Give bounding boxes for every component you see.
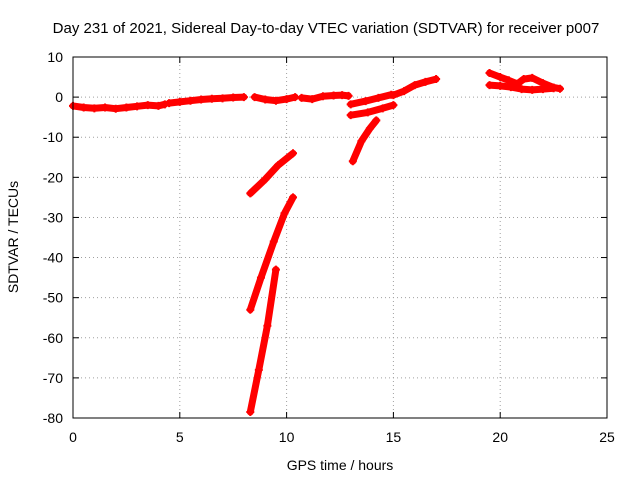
plot-background [73,57,607,418]
y-tick-label: -40 [43,250,63,266]
data-point [289,149,298,158]
data-point [111,104,120,113]
data-point [504,76,513,85]
data-point [246,407,255,416]
data-point [432,75,441,84]
data-point [197,95,206,104]
data-point [365,124,374,133]
y-tick-label: -20 [43,169,63,185]
data-point [496,73,505,82]
data-point [143,101,152,110]
data-point [122,103,131,112]
data-point [389,91,398,100]
data-point [256,273,265,282]
y-axis-label: SDTVAR / TECUs [5,181,21,293]
data-point [165,99,174,108]
x-tick-label: 5 [176,429,184,445]
x-tick-label: 0 [69,429,77,445]
data-point [308,95,317,104]
data-point [318,92,327,101]
data-point [79,103,88,112]
x-tick-label: 10 [279,429,295,445]
data-point [346,111,355,120]
data-point [269,237,278,246]
data-point [389,101,398,110]
data-point [378,104,387,113]
data-segment [246,149,297,197]
data-point [421,77,430,86]
data-segment [69,100,169,113]
data-point [261,95,270,104]
data-point [261,175,270,184]
data-point [186,96,195,105]
y-tick-label: 0 [55,89,63,105]
data-point [506,83,515,92]
data-point [519,75,528,84]
data-point [218,94,227,103]
data-point [246,305,255,314]
data-segment [347,91,395,108]
data-point [271,96,280,105]
data-point [538,85,547,94]
data-point [329,91,338,100]
chart-title: Day 231 of 2021, Sidereal Day-to-day VTE… [53,20,600,37]
y-tick-labels: 10 0 -10 -20 -30 -40 -50 -60 -70 -80 [43,49,63,426]
plot-frame [72,56,608,419]
axis-ticks [72,56,608,419]
y-tick-label: -50 [43,290,63,306]
data-segment [347,101,397,119]
x-tick-label: 15 [386,429,402,445]
data-point [346,100,355,109]
x-tick-label: 20 [492,429,508,445]
data-point [133,102,142,111]
data-point [250,93,259,102]
data-point [271,265,280,274]
x-axis-label: GPS time / hours [287,457,394,473]
data-point [517,85,526,94]
data-point [263,321,272,330]
data-point [254,365,263,374]
data-point [282,95,291,104]
data-point [357,137,366,146]
data-point [344,91,353,100]
data-point [175,97,184,106]
data-point [528,85,537,94]
data-point [485,81,494,90]
data-segment [246,266,280,416]
data-point [374,93,383,102]
x-tick-label: 25 [599,429,615,445]
data-series [69,69,565,416]
data-point [297,93,306,102]
data-point [361,97,370,106]
grid-lines [73,57,607,418]
data-point [101,103,110,112]
data-point [229,93,238,102]
data-point [154,101,163,110]
data-point [207,94,216,103]
data-segment [349,116,380,165]
data-point [363,108,372,117]
data-point [90,104,99,113]
y-tick-label: -10 [43,129,63,145]
y-tick-label: 10 [47,49,63,65]
data-point [400,87,409,96]
data-point [485,69,494,78]
y-tick-label: -30 [43,209,63,225]
x-tick-labels: 0 5 10 15 20 25 [69,429,615,445]
data-point [496,81,505,90]
y-tick-label: -80 [43,410,63,426]
data-point [549,84,558,93]
data-point [372,116,381,125]
data-point [246,189,255,198]
data-point [289,193,298,202]
y-tick-label: -60 [43,330,63,346]
data-point [410,81,419,90]
data-point [528,73,537,82]
data-point [274,161,283,170]
data-point [239,93,248,102]
y-tick-label: -70 [43,370,63,386]
data-point [348,157,357,166]
data-point [280,209,289,218]
